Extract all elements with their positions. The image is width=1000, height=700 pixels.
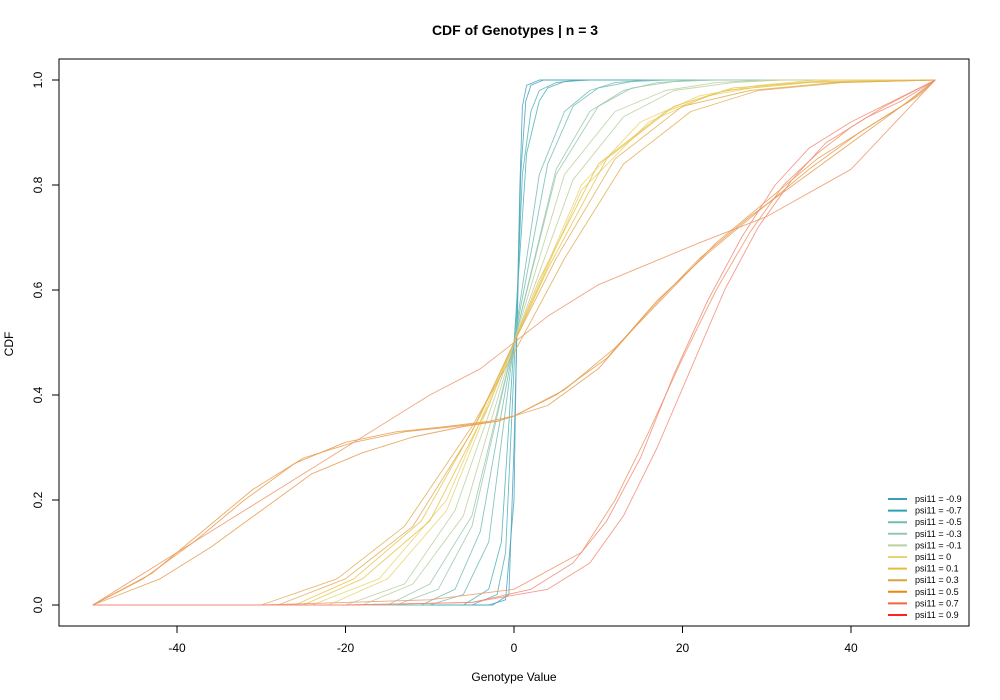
series-line-4-0 <box>92 79 936 606</box>
legend-label: psi11 = 0.3 <box>915 575 959 585</box>
y-tick-label: 0.6 <box>31 281 45 298</box>
y-tick-label: 0.2 <box>31 491 45 508</box>
y-axis: 0.0 0.2 0.4 0.6 0.8 1.0 <box>31 71 60 613</box>
series-line-6-1 <box>92 79 936 606</box>
series-line-6-0 <box>92 79 936 606</box>
legend-label: psi11 = 0.5 <box>915 587 959 597</box>
curves-group <box>92 79 936 606</box>
series-line-10-1 <box>92 79 936 606</box>
y-tick-label: 0.8 <box>31 176 45 193</box>
series-line-7-1 <box>92 79 936 606</box>
legend-label: psi11 = 0.1 <box>915 564 959 574</box>
x-tick-label: -40 <box>168 641 186 655</box>
series-line-7-0 <box>92 79 936 606</box>
y-tick-label: 0.4 <box>31 386 45 403</box>
x-tick-label: 40 <box>844 641 858 655</box>
series-line-4-1 <box>92 79 936 606</box>
x-axis-title: Genotype Value <box>471 670 556 684</box>
series-line-5-0 <box>92 79 936 606</box>
legend-label: psi11 = 0 <box>915 552 951 562</box>
x-tick-label: 20 <box>676 641 690 655</box>
y-axis-title: CDF <box>2 332 16 357</box>
series-line-8-2 <box>92 79 936 606</box>
series-line-3-1 <box>92 79 936 606</box>
series-line-1-1 <box>92 79 936 606</box>
x-tick-label: 0 <box>511 641 518 655</box>
legend-label: psi11 = -0.1 <box>915 540 962 550</box>
series-line-9-0 <box>92 79 936 606</box>
y-tick-label: 1.0 <box>31 71 45 88</box>
x-axis: -40 -20 0 20 40 <box>168 625 858 655</box>
series-line-10-0 <box>92 79 936 606</box>
chart-title: CDF of Genotypes | n = 3 <box>432 22 598 38</box>
legend-label: psi11 = -0.3 <box>915 529 962 539</box>
x-tick-label: -20 <box>337 641 355 655</box>
legend-label: psi11 = -0.7 <box>915 506 962 516</box>
y-tick-label: 0.0 <box>31 596 45 613</box>
legend-label: psi11 = 0.7 <box>915 598 959 608</box>
legend-label: psi11 = -0.9 <box>915 494 962 504</box>
series-line-2-1 <box>92 79 936 606</box>
legend-label: psi11 = 0.9 <box>915 610 959 620</box>
legend-label: psi11 = -0.5 <box>915 517 962 527</box>
series-line-2-0 <box>92 79 936 606</box>
